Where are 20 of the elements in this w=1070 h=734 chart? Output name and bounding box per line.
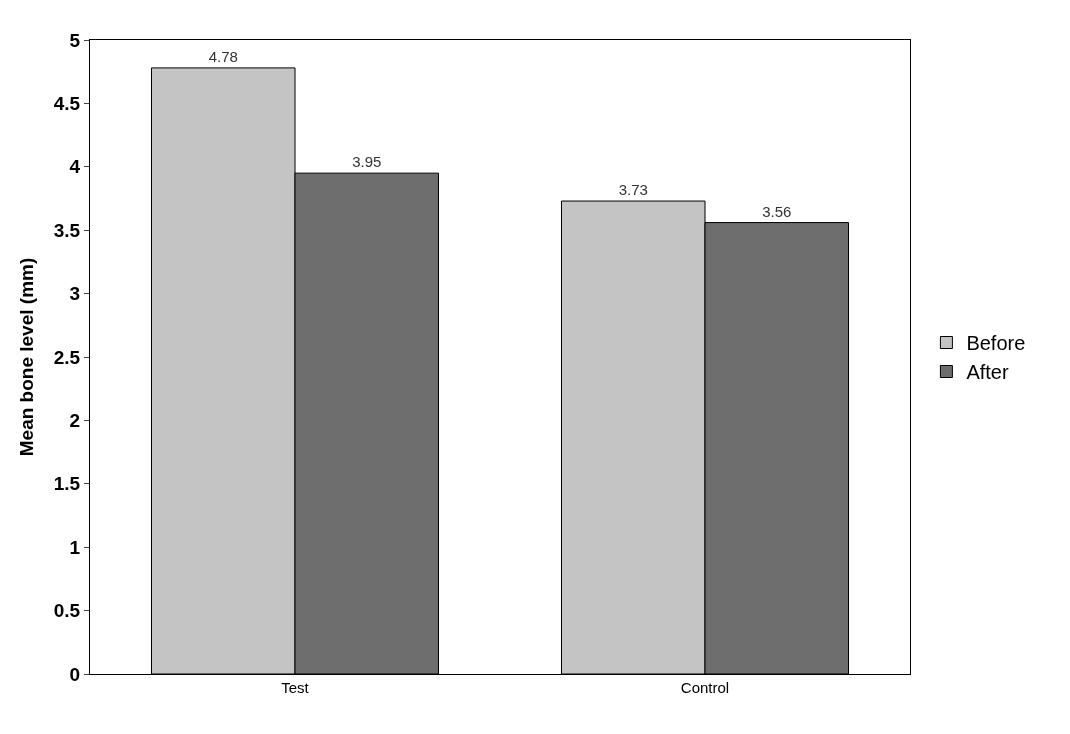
y-tick-label: 5	[69, 29, 81, 51]
y-axis-title: Mean bone level (mm)	[15, 257, 37, 457]
legend-label: Before	[966, 332, 1026, 355]
data-label: 4.78	[208, 47, 238, 65]
x-tick-label: Control	[680, 679, 730, 696]
y-tick-label: 1	[69, 536, 81, 558]
data-label: 3.56	[762, 202, 792, 220]
y-tick-label: 0.5	[53, 600, 81, 622]
y-tick-label: 1.5	[53, 473, 81, 495]
y-tick-label: 4	[69, 156, 81, 178]
data-label: 3.95	[352, 153, 382, 171]
y-tick-label: 3.5	[53, 219, 81, 241]
y-tick-label: 2.5	[53, 346, 81, 368]
y-tick-label: 0	[69, 663, 81, 685]
x-tick-label: Test	[281, 679, 310, 696]
y-tick-label: 4.5	[53, 93, 81, 115]
y-tick-label: 2	[69, 410, 81, 432]
y-tick-label: 3	[69, 283, 81, 305]
data-label: 3.73	[618, 181, 648, 199]
legend-label: After	[966, 361, 1009, 384]
